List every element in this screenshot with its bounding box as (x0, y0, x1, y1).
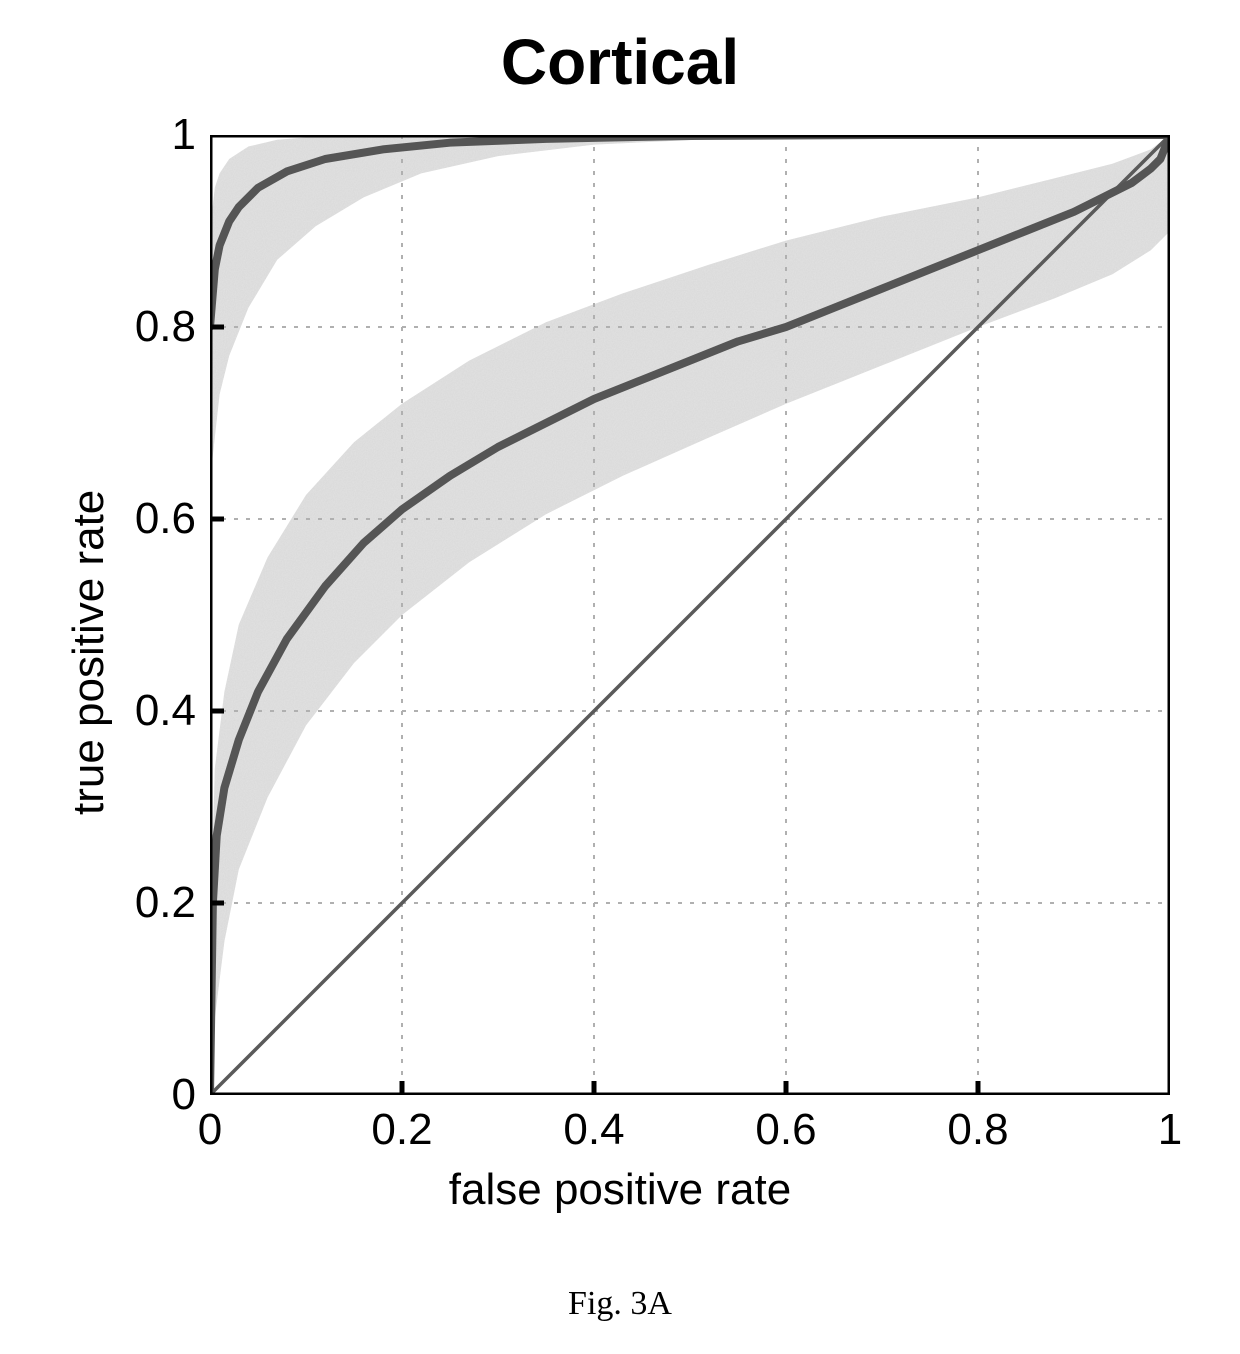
page: { "chart": { "type": "line", "title": "C… (0, 0, 1240, 1354)
x-tick-label: 0.6 (755, 1105, 816, 1155)
x-tick-label: 0.8 (947, 1105, 1008, 1155)
y-tick-label: 0 (172, 1070, 196, 1120)
x-tick-label: 0.2 (371, 1105, 432, 1155)
y-tick-label: 0.2 (135, 878, 196, 928)
chart-area (210, 135, 1170, 1095)
roc-chart-svg (210, 135, 1170, 1095)
y-axis-label: true positive rate (64, 490, 114, 815)
x-tick-label: 1 (1158, 1105, 1182, 1155)
x-axis-label: false positive rate (0, 1165, 1240, 1215)
y-tick-label: 1 (172, 110, 196, 160)
figure-caption: Fig. 3A (0, 1285, 1240, 1323)
x-tick-label: 0.4 (563, 1105, 624, 1155)
y-tick-label: 0.4 (135, 686, 196, 736)
y-tick-label: 0.8 (135, 302, 196, 352)
y-tick-label: 0.6 (135, 494, 196, 544)
chart-title: Cortical (0, 25, 1240, 99)
x-tick-label: 0 (198, 1105, 222, 1155)
